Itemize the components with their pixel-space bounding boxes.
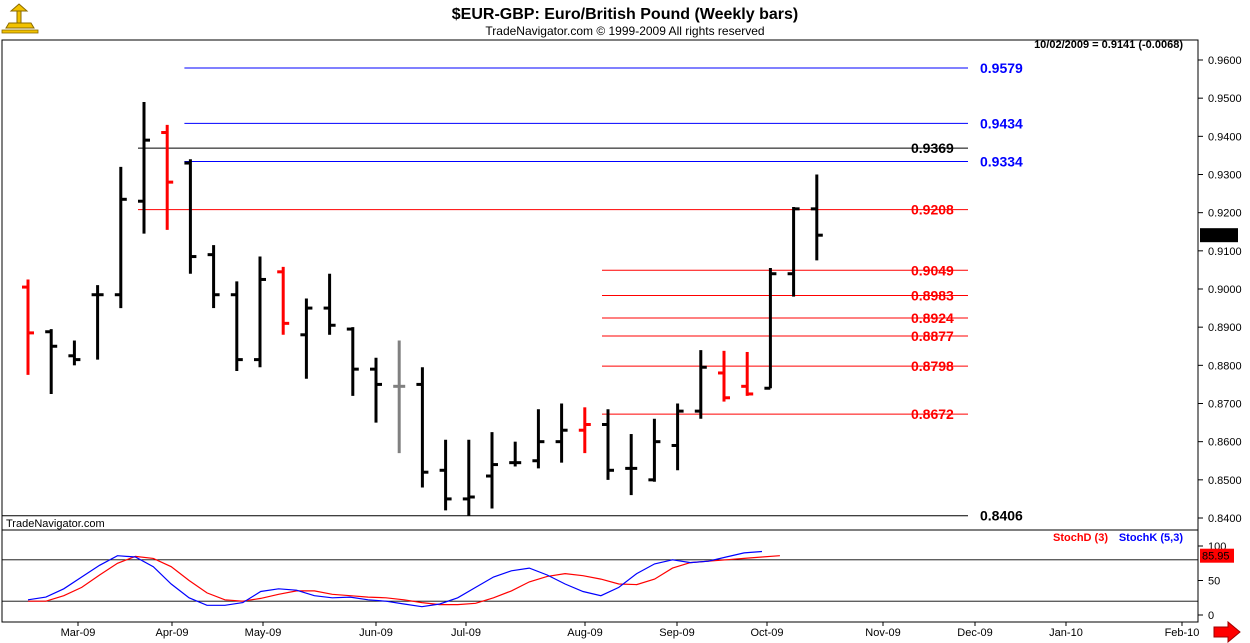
last-price-box [1200, 228, 1238, 243]
price-tick-label: 0.8900 [1208, 322, 1242, 334]
stoch-tick-label: 50 [1208, 576, 1220, 588]
ohlc-bar [346, 327, 359, 396]
ohlc-bar [718, 350, 730, 402]
stoch-series-line [27, 550, 763, 608]
price-tick-label: 0.8800 [1208, 360, 1242, 372]
ohlc-bar [323, 273, 336, 335]
time-tick-label: Feb-10 [1165, 627, 1200, 639]
ohlc-bar [393, 340, 406, 454]
time-tick-label: Aug-09 [567, 627, 602, 639]
ohlc-bar [45, 329, 58, 394]
ohlc-bar [532, 409, 545, 469]
last-price-label: 0.9141 [1204, 230, 1238, 242]
price-tick-label: 0.8600 [1208, 437, 1242, 449]
ohlc-bar [22, 279, 34, 375]
ohlc-bar [207, 245, 220, 309]
ohlc-bar [230, 281, 243, 372]
price-tick-label: 0.9000 [1208, 284, 1242, 296]
price-tick-label: 0.8700 [1208, 399, 1242, 411]
ohlc-bar [741, 351, 754, 396]
legend-stoch-d: StochD (3) [1053, 532, 1108, 544]
ohlc-bar [810, 174, 823, 261]
chart-title: $EUR-GBP: Euro/British Pound (Weekly bar… [452, 6, 798, 23]
ohlc-bar [161, 124, 174, 230]
copyright-subtitle: TradeNavigator.com © 1999-2009 All right… [485, 24, 764, 38]
ohlc-bar [671, 403, 684, 471]
time-tick-label: Oct-09 [750, 627, 783, 639]
level-label: 0.8406 [980, 508, 1023, 524]
ohlc-bar [184, 159, 197, 274]
ohlc-bar [277, 266, 290, 335]
support-resistance-levels: 0.9579 0.9434 0.9369 0.9334 0.9208 0.9049 0.89… [2, 60, 1023, 524]
price-tick-label: 0.9200 [1208, 208, 1242, 220]
ohlc-bar [486, 432, 498, 509]
time-tick-label: Jun-09 [359, 627, 393, 639]
time-tick-label: Jan-10 [1049, 627, 1083, 639]
ohlc-bar [694, 350, 707, 419]
ohlc-bar [114, 166, 127, 309]
level-label: 0.9334 [980, 154, 1023, 170]
ohlc-bar [555, 403, 568, 463]
level-label: 0.8877 [911, 328, 954, 344]
ohlc-bar [254, 256, 266, 368]
ohlc-bar [439, 439, 452, 511]
ohlc-bar [138, 101, 150, 234]
price-tick-label: 0.9500 [1208, 93, 1242, 105]
ohlc-bar [68, 340, 81, 366]
stoch-last-value-box [1200, 548, 1234, 563]
last-bar-info: 10/02/2009 = 0.9141 (-0.0068) [1034, 39, 1183, 51]
level-label: 0.9208 [911, 202, 954, 218]
level-label: 0.9434 [980, 115, 1023, 131]
ohlc-bar [764, 268, 777, 390]
ohlc-bar [625, 434, 638, 496]
legend-stoch-k: StochK (5,3) [1119, 532, 1184, 544]
stochastic-lines [27, 550, 780, 608]
time-axis: Mar-09 Apr-09 May-09 Jun-09 Jul-09 Aug-09 Sep-… [61, 622, 1200, 639]
time-tick-label: Sep-09 [659, 627, 694, 639]
time-tick-label: Nov-09 [865, 627, 900, 639]
level-label: 0.9049 [911, 262, 954, 278]
price-tick-label: 0.9100 [1208, 246, 1242, 258]
price-tick-label: 0.8400 [1208, 513, 1242, 525]
stoch-panel-frame [1, 529, 1199, 623]
ohlc-bars [22, 101, 823, 516]
price-tick-label: 0.9600 [1208, 55, 1242, 67]
stoch-tick-label: 0 [1208, 610, 1214, 622]
price-tick-label: 0.9300 [1208, 170, 1242, 182]
ohlc-bar [787, 206, 800, 297]
price-panel-frame [1, 39, 1199, 531]
ohlc-bar [462, 439, 475, 516]
ohlc-bar [578, 407, 591, 454]
time-tick-label: May-09 [245, 627, 282, 639]
ohlc-bar [509, 441, 522, 467]
level-label: 0.9369 [911, 140, 954, 156]
stoch-last-value-label: 85.95 [1202, 551, 1230, 563]
price-axis: 0.8400 0.8500 0.8600 0.8700 0.8800 0.8900 0.90… [1198, 55, 1242, 525]
ohlc-bar [602, 409, 614, 480]
level-label: 0.8983 [911, 287, 954, 303]
watermark: TradeNavigator.com [6, 518, 105, 530]
ohlc-bar [300, 298, 313, 379]
level-label: 0.8672 [911, 406, 954, 422]
ohlc-bar [370, 357, 382, 423]
ohlc-bar [91, 285, 104, 360]
logo-icon [1, 3, 39, 34]
stoch-series-line [28, 555, 780, 606]
ohlc-bar [416, 367, 429, 488]
level-label: 0.8798 [911, 358, 954, 374]
time-tick-label: Mar-09 [61, 627, 96, 639]
time-tick-label: Jul-09 [451, 627, 481, 639]
price-tick-label: 0.8500 [1208, 475, 1242, 487]
time-tick-label: Apr-09 [155, 627, 188, 639]
time-tick-label: Dec-09 [957, 627, 992, 639]
level-label: 0.9579 [980, 60, 1023, 76]
price-tick-label: 0.9400 [1208, 131, 1242, 143]
level-label: 0.8924 [911, 310, 954, 326]
ohlc-bar [648, 418, 661, 482]
scroll-right-arrow-icon[interactable] [1213, 620, 1241, 643]
